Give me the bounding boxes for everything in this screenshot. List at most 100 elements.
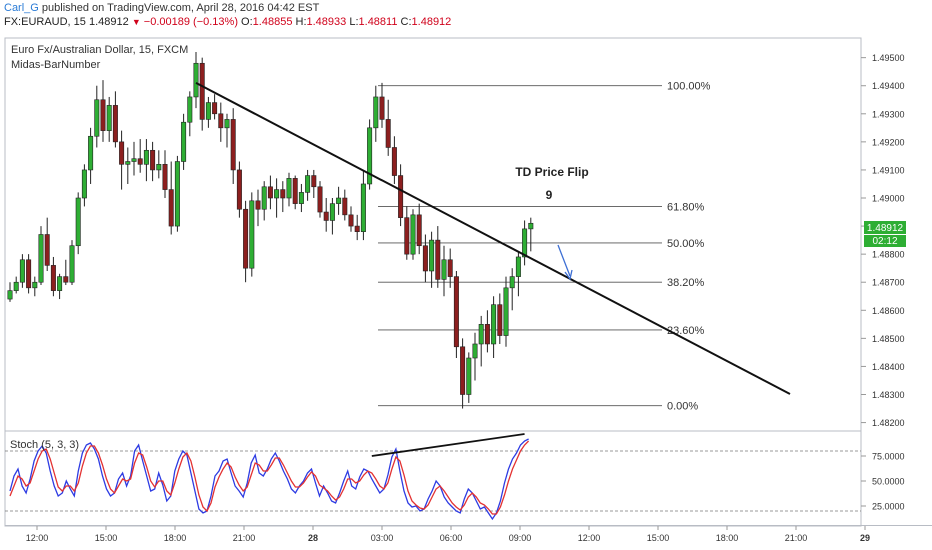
open-label: O: <box>241 16 253 28</box>
candle-up <box>174 161 180 227</box>
time-tick-label: 09:00 <box>509 533 532 543</box>
candle-up <box>491 304 497 345</box>
time-tick-label: 12:00 <box>26 533 49 543</box>
price-tick-label: 1.48200 <box>872 418 905 428</box>
candle-up <box>69 245 75 283</box>
time-tick-label: 28 <box>308 533 318 543</box>
high-value: 1.48933 <box>306 16 347 28</box>
candle-up <box>329 203 335 221</box>
candle-up <box>509 276 515 289</box>
candle-up <box>143 149 149 165</box>
stoch-tick-label: 25.0000 <box>872 502 905 512</box>
resistance-trendline <box>195 82 791 395</box>
candle-down <box>119 141 125 165</box>
candle-down <box>416 214 422 247</box>
candle-up <box>106 105 112 131</box>
symbol-label: FX:EURAUD, 15 <box>4 16 86 28</box>
price-tick-label: 1.49100 <box>872 165 905 175</box>
last-price-badge-text: 1.48912 <box>867 223 904 234</box>
time-tick-label: 06:00 <box>440 533 463 543</box>
td-count-label: 9 <box>546 188 553 202</box>
candle-up <box>261 186 267 210</box>
low-label: L: <box>349 16 359 28</box>
candle-down <box>342 197 348 216</box>
candle-down <box>422 245 428 272</box>
candle-up <box>373 96 379 129</box>
candle-down <box>150 149 156 171</box>
time-tick-label: 15:00 <box>95 533 118 543</box>
candle-down <box>311 175 317 188</box>
candle-down <box>379 96 385 120</box>
candle-down <box>112 105 118 143</box>
candlesticks <box>7 52 534 409</box>
candle-up <box>13 281 19 291</box>
open-value: 1.48855 <box>252 16 293 28</box>
candle-up <box>32 281 38 289</box>
time-axis: 12:00 15:00 18:00 21:00 28 03:00 06:00 09:00 12:… <box>26 526 870 543</box>
stoch-axis: 75.0000 50.0000 25.0000 <box>861 452 905 512</box>
candle-up <box>336 197 342 204</box>
publish-text: published on TradingView.com, April 28, … <box>41 2 320 14</box>
candle-down <box>404 217 410 255</box>
candle-up <box>367 127 373 185</box>
candle-down <box>453 276 459 348</box>
candle-up <box>298 192 304 204</box>
high-label: H: <box>295 16 307 28</box>
candle-up <box>305 175 311 193</box>
fib-level-label: 50.00% <box>667 238 705 250</box>
countdown-badge <box>864 235 906 247</box>
change-value: −0.00189 (−0.13%) <box>143 16 238 28</box>
candle-up <box>472 343 478 359</box>
ohlc-line: FX:EURAUD, 15 1.48912 ▼ −0.00189 (−0.13%… <box>4 16 451 28</box>
price-tick-label: 1.49300 <box>872 109 905 119</box>
candle-down <box>280 189 286 199</box>
author-link[interactable]: Carl_G <box>4 2 39 14</box>
price-tick-label: 1.48400 <box>872 362 905 372</box>
candle-up <box>57 276 63 291</box>
time-tick-label: 12:00 <box>578 533 601 543</box>
price-tick-label: 1.48800 <box>872 250 905 260</box>
candle-down <box>484 324 490 345</box>
candle-up <box>360 183 366 232</box>
stoch-tick-label: 50.0000 <box>872 477 905 487</box>
candle-down <box>255 200 261 210</box>
candle-up <box>7 290 13 300</box>
candle-down <box>323 211 329 221</box>
candle-up <box>75 197 81 247</box>
candle-up <box>249 200 255 269</box>
candle-up <box>286 178 292 199</box>
candle-up <box>187 96 193 123</box>
candle-up <box>522 228 528 258</box>
indicator-label: Midas-BarNumber <box>11 59 101 71</box>
candle-down <box>398 175 404 218</box>
candle-down <box>497 304 503 336</box>
last-price-badge <box>864 221 906 234</box>
fib-level-label: 23.60% <box>667 325 705 337</box>
fib-level-label: 100.00% <box>667 81 711 93</box>
candle-down <box>236 169 242 210</box>
candle-up <box>131 158 137 162</box>
candle-down <box>63 276 69 283</box>
price-tick-label: 1.49500 <box>872 53 905 63</box>
price-tick-label: 1.48600 <box>872 306 905 316</box>
close-value: 1.48912 <box>411 16 452 28</box>
time-tick-label: 29 <box>860 533 870 543</box>
candle-up <box>528 222 534 230</box>
stoch-divergence-line <box>371 433 525 457</box>
price-pane-frame <box>4 37 862 432</box>
projection-arrow <box>557 244 571 277</box>
time-tick-label: 18:00 <box>716 533 739 543</box>
candle-down <box>168 189 174 227</box>
time-tick-label: 03:00 <box>371 533 394 543</box>
candle-up <box>274 189 280 199</box>
candle-down <box>435 239 441 280</box>
publish-info: Carl_G published on TradingView.com, Apr… <box>4 2 319 14</box>
candle-down <box>44 234 50 266</box>
price-tick-label: 1.48700 <box>872 278 905 288</box>
stoch-tick-label: 75.0000 <box>872 452 905 462</box>
candle-down <box>460 346 466 395</box>
candle-down <box>292 178 298 204</box>
candle-up <box>503 287 509 336</box>
candle-up <box>94 99 100 137</box>
